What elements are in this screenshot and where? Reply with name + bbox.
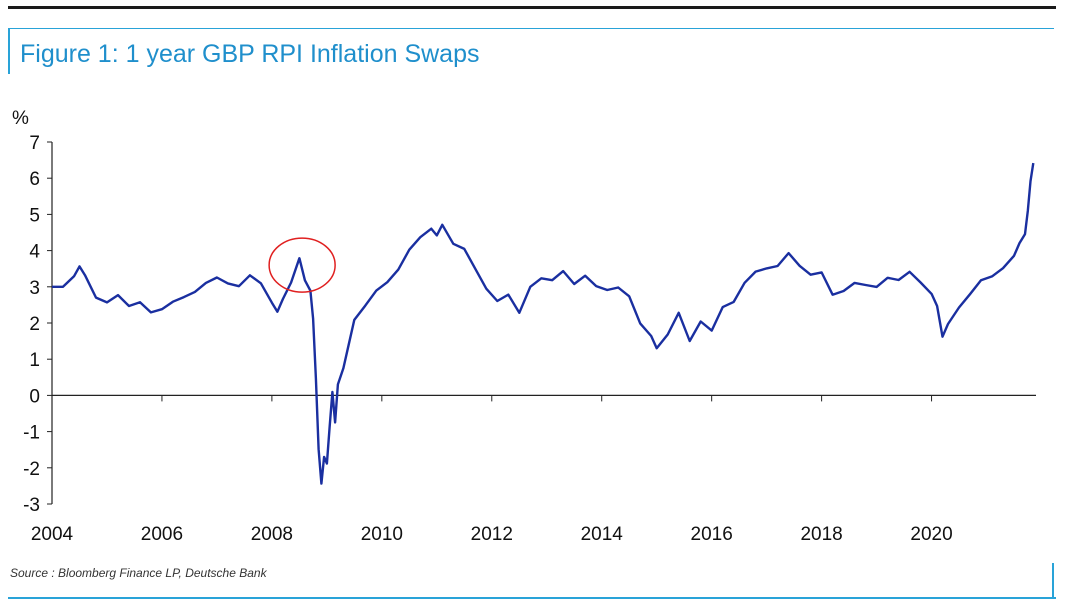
line-chart: % 7 6 5 4 3 2 1 0 -1 -2 -3 2004 2006 2008 2010 2012 201… bbox=[12, 108, 1036, 545]
x-tick-label: 2006 bbox=[141, 524, 183, 545]
y-tick-label: 7 bbox=[29, 133, 40, 154]
x-tick-label: 2010 bbox=[361, 524, 403, 545]
y-tick-label: -2 bbox=[23, 459, 40, 480]
x-tick-label: 2012 bbox=[471, 524, 513, 545]
chart-title: Figure 1: 1 year GBP RPI Inflation Swaps bbox=[20, 40, 480, 68]
y-tick-label: 2 bbox=[29, 314, 40, 335]
x-tick-label: 2016 bbox=[691, 524, 733, 545]
y-tick-label: 6 bbox=[29, 169, 40, 190]
y-axis-ticks: 7 6 5 4 3 2 1 0 -1 -2 -3 bbox=[23, 133, 52, 516]
axes bbox=[51, 142, 1036, 504]
y-tick-label: -1 bbox=[23, 423, 40, 444]
annotation-layer bbox=[268, 237, 336, 293]
highlight-circle bbox=[268, 237, 336, 293]
y-axis-unit-label: % bbox=[12, 108, 29, 129]
title-accent-tick bbox=[8, 28, 10, 74]
source-note: Source : Bloomberg Finance LP, Deutsche … bbox=[10, 566, 267, 580]
y-tick-label: 5 bbox=[29, 205, 40, 226]
bottom-accent-rule bbox=[8, 597, 1056, 599]
y-tick-label: 4 bbox=[29, 242, 40, 263]
top-rule bbox=[8, 6, 1056, 9]
y-tick-label: 0 bbox=[29, 386, 40, 407]
bottom-accent-tick bbox=[1052, 563, 1054, 599]
x-axis-ticks: 2004 2006 2008 2010 2012 2014 2016 2018 2020 bbox=[31, 395, 953, 545]
x-tick-label: 2008 bbox=[251, 524, 293, 545]
series-layer bbox=[52, 162, 1035, 485]
x-tick-label: 2004 bbox=[31, 524, 74, 545]
y-tick-label: 3 bbox=[29, 278, 40, 299]
y-tick-label: 1 bbox=[29, 350, 40, 371]
x-tick-label: 2014 bbox=[581, 524, 624, 545]
x-tick-label: 2020 bbox=[910, 524, 952, 545]
y-tick-label: -3 bbox=[23, 495, 40, 516]
x-tick-label: 2018 bbox=[800, 524, 842, 545]
title-accent-rule bbox=[8, 28, 1054, 29]
series-line bbox=[52, 162, 1035, 485]
